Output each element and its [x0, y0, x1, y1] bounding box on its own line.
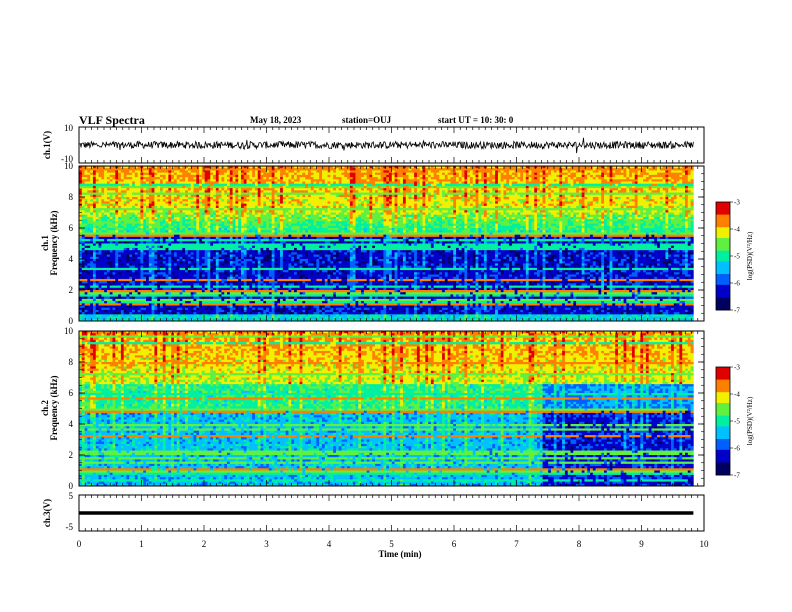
ch1-spectrogram-panel: 0 2 4 6 8 10 ch.1 Frequency (kHz)	[40, 161, 705, 326]
ch2-colorbar: -3 -4 -5 -6 -7 log(PSD)(V²/Hz)	[715, 364, 754, 480]
frequency-tick-label: 0	[69, 316, 74, 326]
time-tick-label: 1	[139, 539, 144, 549]
time-tick-label: 7	[514, 539, 519, 549]
time-tick-label: 9	[639, 539, 644, 549]
ch2-spectrogram-xticks	[78, 331, 705, 486]
ch1-spectrogram-image	[79, 166, 694, 322]
colorbar-tick-label: -6	[734, 280, 740, 288]
ch1-waveform-line	[78, 137, 694, 154]
frequency-tick-label: 6	[69, 388, 74, 398]
colorbar-tick-label: -5	[734, 253, 740, 261]
ch1-spectrogram-yticks: 0 2 4 6 8 10	[64, 161, 704, 326]
ch2-spectrogram-image	[79, 331, 694, 487]
time-tick-label: 0	[77, 539, 82, 549]
frequency-tick-label: 0	[69, 481, 74, 491]
colorbar-label: log(PSD)(V²/Hz)	[746, 231, 754, 280]
time-tick-label: 3	[264, 539, 269, 549]
ch1-spectrogram-xticks	[78, 166, 705, 321]
colorbar-tick-label: -7	[734, 472, 740, 480]
frequency-tick-label: 10	[64, 326, 74, 336]
frequency-tick-label: 6	[69, 223, 74, 233]
figure-title: VLF Spectra	[79, 113, 145, 127]
colorbar-tick-label: -5	[734, 418, 740, 426]
time-tick-label: 8	[577, 539, 582, 549]
ch3-ytick-top: 5	[69, 491, 74, 501]
ch1-ytick-top: 10	[64, 123, 74, 133]
time-axis-label: Time (min)	[378, 549, 421, 559]
time-tick-label: 6	[452, 539, 457, 549]
ch2-spectrogram-ylabel-frequency: Frequency (kHz)	[49, 375, 59, 440]
colorbar-tick-label: -6	[734, 445, 740, 453]
frequency-tick-label: 2	[69, 450, 74, 460]
frequency-tick-label: 4	[69, 254, 74, 264]
frequency-tick-label: 8	[69, 357, 74, 367]
ch3-waveform-ticks	[78, 495, 705, 531]
frequency-tick-label: 2	[69, 285, 74, 295]
ch1-waveform-panel: 10 -10 ch.1(V)	[42, 123, 705, 164]
header-station: station=OUJ	[342, 115, 392, 125]
ch2-spectrogram-yticks: 0 2 4 6 8 10	[64, 326, 704, 491]
frequency-tick-label: 8	[69, 192, 74, 202]
colorbar-tick-label: -3	[734, 199, 740, 207]
colorbar-tick-label: -7	[734, 307, 740, 315]
ch2-spectrogram-ylabel-channel: ch.2	[40, 400, 50, 416]
time-tick-label: 5	[389, 539, 394, 549]
ch1-spectrogram-ylabel-channel: ch.1	[40, 235, 50, 251]
time-tick-label: 4	[327, 539, 332, 549]
time-tick-label: 10	[700, 539, 710, 549]
ch3-waveform-ylabel: ch.3(V)	[42, 499, 52, 527]
ch1-ytick-bottom: -10	[61, 154, 73, 164]
ch1-colorbar: -3 -4 -5 -6 -7 log(PSD)(V²/Hz)	[715, 199, 754, 315]
ch1-spectrogram-ylabel-frequency: Frequency (kHz)	[49, 210, 59, 275]
ch1-waveform-ylabel: ch.1(V)	[42, 131, 52, 159]
colorbar-label: log(PSD)(V²/Hz)	[746, 396, 754, 445]
ch3-ytick-bottom: -5	[66, 522, 74, 532]
colorbar-tick-label: -4	[734, 226, 740, 234]
time-tick-label: 2	[202, 539, 207, 549]
colorbar-tick-label: -4	[734, 391, 740, 399]
ch3-waveform-panel: 5 -5 ch.3(V)	[42, 491, 705, 532]
colorbar-tick-label: -3	[734, 364, 740, 372]
frequency-tick-label: 4	[69, 419, 74, 429]
ch1-waveform-ticks	[78, 127, 705, 163]
header-start-time: start UT = 10: 30: 0	[438, 115, 514, 125]
ch2-spectrogram-panel: 0 2 4 6 8 10 ch.2 Frequency (kHz)	[40, 326, 705, 491]
time-axis-tick-labels: 0 1 2 3 4 5 6 7 8 9 10	[77, 539, 709, 549]
frequency-tick-label: 10	[64, 161, 74, 171]
header-date: May 18, 2023	[250, 115, 302, 125]
